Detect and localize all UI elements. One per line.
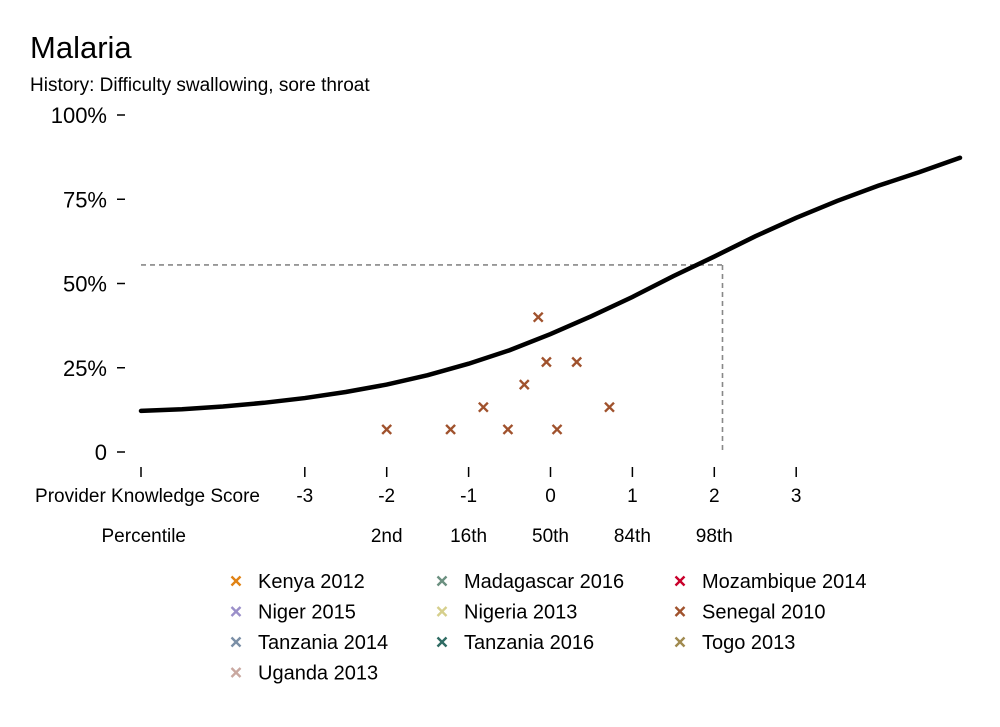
legend-marker (230, 606, 242, 617)
data-point (502, 424, 514, 435)
cross-stroke (532, 311, 544, 323)
percentile-label: Percentile (102, 526, 187, 547)
cross-stroke (551, 424, 563, 435)
x-tick-label: 3 (791, 486, 802, 507)
legend-label: Togo 2013 (702, 632, 795, 654)
percentile-tick-label: 98th (696, 526, 733, 547)
percentile-tick-label: 50th (532, 526, 569, 547)
y-tick-label: 50% (63, 272, 107, 297)
cross-stroke (381, 424, 393, 435)
cross-stroke (674, 606, 686, 617)
x-tick-label: 0 (545, 486, 556, 507)
legend-label: Senegal 2010 (702, 602, 825, 624)
legend-label: Mozambique 2014 (702, 571, 867, 593)
cross-stroke (502, 424, 514, 435)
cross-stroke (230, 667, 242, 678)
cross-stroke (230, 636, 242, 648)
legend-label: Niger 2015 (258, 602, 356, 624)
x-axis-label: Provider Knowledge Score (35, 486, 260, 507)
x-axis: Provider Knowledge Score Percentile -3 -2… (35, 467, 801, 547)
legend-item: Kenya 2012 (230, 571, 365, 593)
y-tick-label: 25% (63, 356, 107, 381)
legend-item: Senegal 2010 (674, 602, 825, 624)
legend-marker (436, 606, 448, 617)
cross-stroke (230, 606, 242, 617)
legend-item: Nigeria 2013 (436, 602, 577, 624)
reference-lines (141, 264, 724, 452)
y-tick-label: 100% (51, 103, 107, 128)
percentile-tick-label: 84th (614, 526, 651, 547)
legend-marker (674, 575, 686, 587)
cross-stroke (674, 575, 686, 587)
legend-marker (230, 667, 242, 678)
cross-stroke (477, 401, 489, 413)
legend-item: Mozambique 2014 (674, 571, 867, 593)
legend-label: Tanzania 2014 (258, 632, 388, 654)
chart-subtitle: History: Difficulty swallowing, sore thr… (30, 75, 370, 96)
legend-label: Nigeria 2013 (464, 602, 577, 624)
legend-marker (230, 575, 242, 587)
legend-item: Madagascar 2016 (436, 571, 624, 593)
y-axis: 0 25% 50% 75% 100% (51, 103, 125, 465)
cross-stroke (604, 401, 615, 413)
cross-stroke (445, 424, 456, 435)
x-tick-label: 1 (627, 486, 638, 507)
data-point (604, 401, 615, 413)
legend-marker (230, 636, 242, 648)
legend-label: Madagascar 2016 (464, 571, 624, 593)
legend-label: Kenya 2012 (258, 571, 365, 593)
data-point (532, 311, 544, 323)
x-tick-label: 2 (709, 486, 720, 507)
knowledge-curve (138, 155, 963, 414)
legend: Kenya 2012 Madagascar 2016 Mozambique 2014… (230, 571, 867, 685)
cross-stroke (541, 356, 552, 368)
legend-label: Uganda 2013 (258, 663, 378, 685)
scatter-points (381, 311, 615, 435)
legend-marker (674, 636, 686, 648)
percentile-tick-label: 16th (450, 526, 487, 547)
y-tick-label: 0 (95, 440, 107, 465)
legend-marker (436, 636, 448, 648)
legend-item: Niger 2015 (230, 602, 356, 624)
cross-stroke (230, 575, 242, 587)
legend-item: Uganda 2013 (230, 663, 378, 685)
data-point (571, 356, 583, 368)
data-point (541, 356, 552, 368)
legend-label: Tanzania 2016 (464, 632, 594, 654)
legend-item: Tanzania 2016 (436, 632, 594, 654)
x-tick-label: -2 (378, 486, 395, 507)
data-point (551, 424, 563, 435)
x-tick-label: -3 (296, 486, 313, 507)
cross-stroke (571, 356, 583, 368)
cross-stroke (436, 575, 448, 587)
data-point (445, 424, 456, 435)
data-point (477, 401, 489, 413)
y-tick-label: 75% (63, 187, 107, 212)
legend-marker (436, 575, 448, 587)
legend-item: Tanzania 2014 (230, 632, 388, 654)
cross-stroke (436, 636, 448, 648)
cross-stroke (674, 636, 686, 648)
legend-marker (674, 606, 686, 617)
chart-title: Malaria (30, 30, 132, 65)
x-tick-label: -1 (460, 486, 477, 507)
cross-stroke (518, 379, 530, 390)
data-point (381, 424, 393, 435)
percentile-tick-label: 2nd (371, 526, 403, 547)
legend-item: Togo 2013 (674, 632, 795, 654)
cross-stroke (436, 606, 448, 617)
data-point (518, 379, 530, 390)
